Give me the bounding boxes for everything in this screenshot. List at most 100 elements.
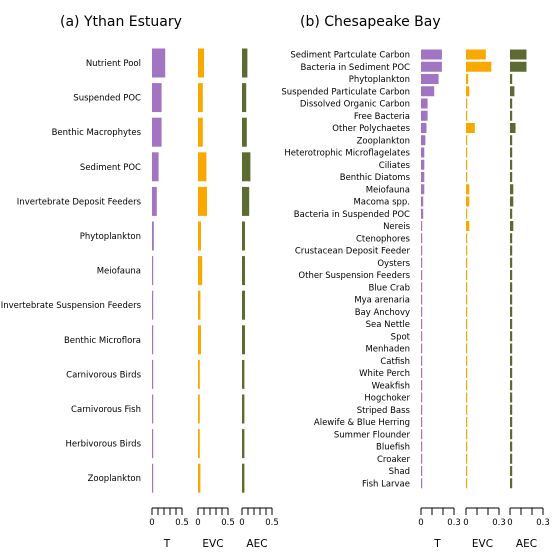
category-label: Benthic Diatoms: [340, 173, 411, 183]
category-label: Ctenophores: [356, 234, 411, 244]
category-label: Macoma spp.: [353, 198, 410, 208]
bar-evc: [466, 86, 470, 97]
category-label: Invertebrate Suspension Feeders: [1, 301, 142, 311]
bar-t: [421, 343, 423, 354]
bar-t: [421, 368, 423, 378]
bar-t: [421, 294, 423, 305]
tick-label: 0: [418, 518, 423, 528]
tick-label: 0.3: [536, 518, 550, 528]
bar-evc: [466, 478, 468, 489]
bar-t: [421, 404, 423, 415]
bar-t: [421, 270, 423, 280]
bar-evc: [466, 123, 475, 133]
category-label: Sediment POC: [80, 163, 141, 173]
bar-aec: [510, 98, 513, 109]
bar-aec: [510, 208, 513, 219]
bar-evc: [466, 331, 468, 342]
bar-t: [152, 186, 157, 216]
bar-t: [421, 172, 425, 182]
category-label: Sea Nettle: [366, 320, 410, 330]
bar-evc: [198, 186, 207, 216]
bar-evc: [466, 74, 469, 84]
bar-t: [421, 98, 428, 109]
tick-label: 0.5: [221, 518, 235, 528]
axis-label: EVC: [202, 538, 223, 550]
category-label: Crustacean Deposit Feeder: [295, 247, 411, 257]
bar-aec: [510, 245, 513, 256]
category-label: White Perch: [359, 369, 410, 379]
bar-t: [152, 429, 154, 459]
bar-aec: [510, 453, 513, 464]
bar-aec: [510, 61, 527, 72]
category-label: Zooplankton: [88, 474, 141, 484]
bar-evc: [198, 117, 203, 147]
bar-aec: [242, 429, 245, 459]
bar-aec: [510, 417, 513, 427]
category-label: Zooplankton: [357, 136, 410, 146]
bar-t: [152, 394, 154, 424]
bar-aec: [510, 343, 513, 354]
bar-t: [421, 245, 423, 256]
bar-evc: [466, 466, 468, 476]
bar-evc: [466, 453, 468, 464]
category-label: Phytoplankton: [349, 75, 410, 85]
bar-aec: [510, 172, 513, 182]
category-label: Other Polychaetes: [332, 124, 410, 134]
bar-t: [421, 417, 423, 427]
bar-evc: [466, 61, 492, 72]
bar-aec: [510, 135, 513, 146]
bar-aec: [510, 184, 514, 195]
bar-t: [421, 380, 423, 391]
bar-t: [152, 256, 154, 286]
tick-label: 0: [463, 518, 468, 528]
bar-aec: [510, 196, 514, 207]
category-label: Nereis: [383, 222, 410, 232]
bar-aec: [510, 368, 513, 378]
category-label: Suspended POC: [73, 94, 141, 104]
bar-evc: [466, 147, 468, 158]
bar-evc: [466, 270, 468, 280]
bar-evc: [198, 83, 203, 113]
bar-aec: [510, 294, 513, 305]
bar-t: [152, 463, 154, 493]
bar-evc: [466, 233, 468, 244]
bar-evc: [198, 221, 201, 251]
bar-aec: [242, 152, 251, 182]
bar-evc: [198, 48, 204, 78]
bar-aec: [510, 147, 513, 158]
category-label: Herbivorous Birds: [66, 440, 142, 450]
bar-t: [152, 221, 154, 251]
category-label: Alewife & Blue Herring: [314, 418, 410, 428]
bar-aec: [510, 331, 513, 342]
category-label: Croaker: [377, 455, 411, 465]
category-label: Nutrient Pool: [86, 59, 141, 69]
bar-aec: [510, 270, 513, 280]
bar-aec: [510, 404, 513, 415]
bar-t: [152, 117, 162, 147]
bar-t: [421, 282, 423, 293]
category-label: Carnivorous Fish: [71, 405, 141, 415]
bar-aec: [510, 392, 513, 403]
axis-label: T: [163, 538, 171, 550]
bar-aec: [510, 74, 513, 84]
bar-evc: [466, 257, 468, 268]
bar-t: [421, 392, 423, 403]
bar-evc: [466, 221, 470, 231]
bar-aec: [242, 48, 248, 78]
bar-t: [421, 110, 428, 121]
bar-t: [421, 61, 442, 72]
bar-aec: [242, 83, 247, 113]
panel-0-title: (a) Ythan Estuary: [60, 14, 182, 30]
bar-evc: [466, 380, 468, 391]
bar-t: [152, 290, 154, 320]
bar-t: [421, 429, 423, 440]
bar-t: [421, 233, 423, 244]
bar-evc: [466, 392, 468, 403]
bar-aec: [510, 441, 513, 452]
category-label: Bacteria in Sediment POC: [300, 63, 410, 73]
bar-evc: [466, 417, 468, 427]
category-label: Benthic Macrophytes: [52, 128, 142, 138]
bar-evc: [466, 429, 468, 440]
bar-aec: [510, 355, 513, 366]
category-label: Bacteria in Suspended POC: [294, 210, 410, 220]
